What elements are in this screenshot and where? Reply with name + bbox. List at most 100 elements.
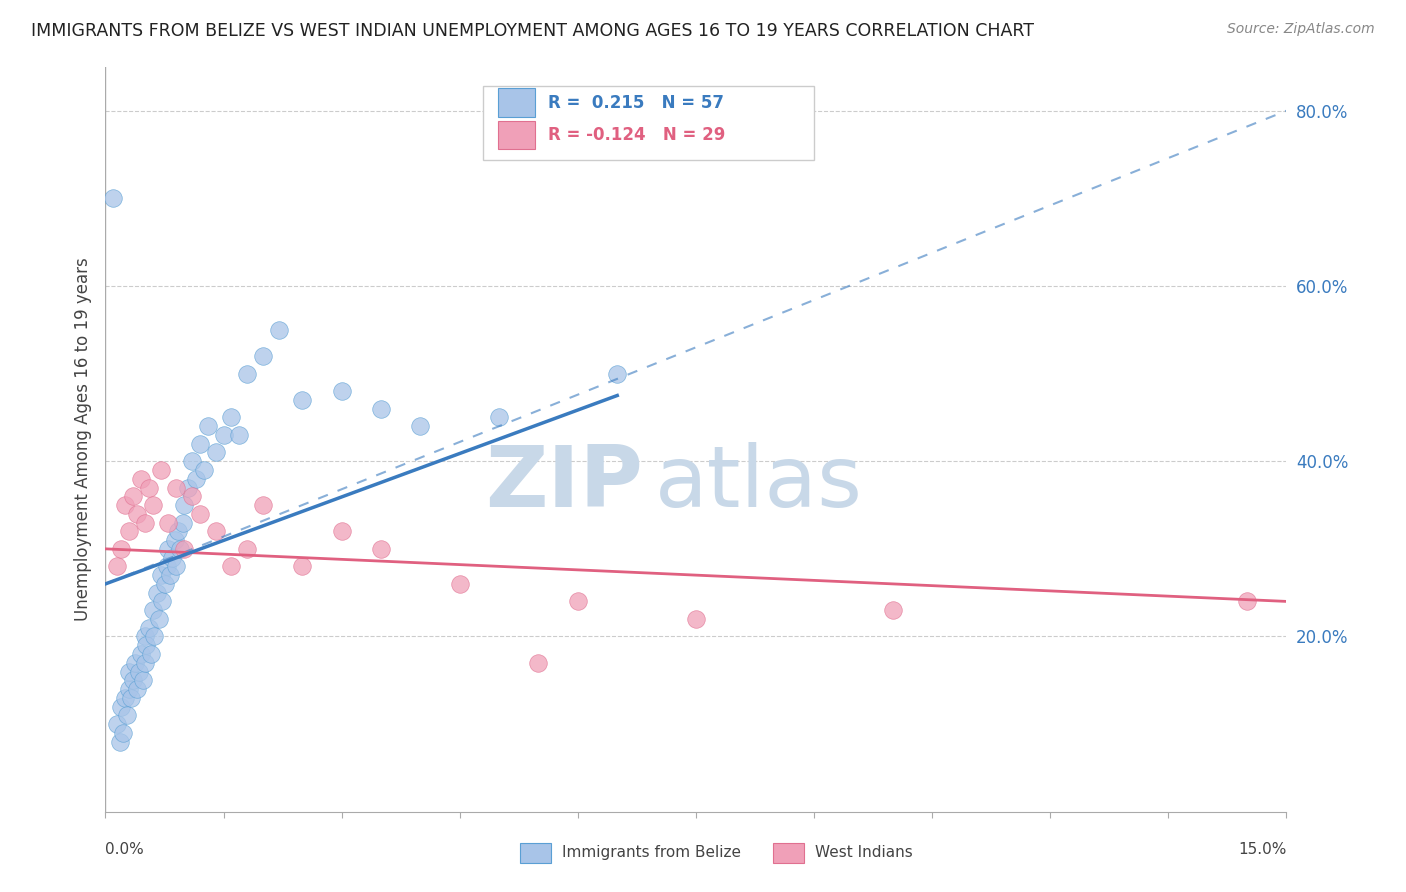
Point <box>142 498 165 512</box>
Text: R =  0.215   N = 57: R = 0.215 N = 57 <box>548 94 724 112</box>
Point <box>291 559 314 574</box>
Point <box>157 541 180 556</box>
Point <box>169 541 191 556</box>
Point <box>188 507 211 521</box>
Point <box>172 516 194 530</box>
Point <box>181 454 204 468</box>
Point <box>184 472 207 486</box>
Text: Immigrants from Belize: Immigrants from Belize <box>562 846 741 860</box>
Point <box>188 436 211 450</box>
Point <box>236 367 259 381</box>
Point <box>134 516 156 530</box>
Point <box>143 630 166 644</box>
Text: ZIP: ZIP <box>485 442 643 525</box>
Point <box>118 681 141 696</box>
Point <box>1236 594 1258 608</box>
Point <box>134 630 156 644</box>
Point <box>221 410 243 425</box>
Point <box>488 410 510 425</box>
Text: West Indians: West Indians <box>815 846 914 860</box>
Point <box>124 656 146 670</box>
Point <box>105 717 128 731</box>
Point <box>122 489 145 503</box>
Point <box>173 541 195 556</box>
Point <box>120 690 142 705</box>
Point <box>157 516 180 530</box>
Y-axis label: Unemployment Among Ages 16 to 19 years: Unemployment Among Ages 16 to 19 years <box>73 258 91 621</box>
Point <box>252 498 274 512</box>
Point <box>606 367 628 381</box>
Point <box>221 559 243 574</box>
Point <box>370 401 392 416</box>
Point <box>145 585 167 599</box>
Point <box>142 603 165 617</box>
Point <box>159 568 181 582</box>
Point <box>149 568 172 582</box>
Point <box>330 384 353 398</box>
Point <box>267 323 290 337</box>
Point <box>122 673 145 688</box>
Point <box>128 665 150 679</box>
Point <box>252 349 274 363</box>
Point <box>685 612 707 626</box>
Point <box>204 445 226 459</box>
Bar <box>498 88 536 117</box>
Point <box>148 612 170 626</box>
Point <box>370 541 392 556</box>
Point <box>149 463 172 477</box>
Text: IMMIGRANTS FROM BELIZE VS WEST INDIAN UNEMPLOYMENT AMONG AGES 16 TO 19 YEARS COR: IMMIGRANTS FROM BELIZE VS WEST INDIAN UN… <box>31 22 1033 40</box>
Point <box>882 603 904 617</box>
Point <box>173 498 195 512</box>
Point <box>150 594 173 608</box>
Point <box>409 419 432 434</box>
Point <box>167 524 190 539</box>
Point <box>163 533 186 547</box>
Point <box>193 463 215 477</box>
Point <box>118 665 141 679</box>
Point <box>110 541 132 556</box>
Point <box>114 690 136 705</box>
Point <box>134 656 156 670</box>
Point <box>177 481 200 495</box>
Point <box>105 559 128 574</box>
Point <box>132 673 155 688</box>
Point <box>138 621 160 635</box>
Point <box>162 550 184 565</box>
Point <box>138 481 160 495</box>
Point <box>236 541 259 556</box>
Point <box>125 507 148 521</box>
Point <box>527 656 550 670</box>
Text: 0.0%: 0.0% <box>105 842 145 857</box>
Point <box>204 524 226 539</box>
Point <box>197 419 219 434</box>
Point <box>291 392 314 407</box>
FancyBboxPatch shape <box>484 86 814 160</box>
Point <box>110 699 132 714</box>
Point <box>108 734 131 748</box>
Point <box>111 726 134 740</box>
Point <box>103 191 125 205</box>
Point <box>165 481 187 495</box>
Point <box>165 559 187 574</box>
Point <box>212 428 235 442</box>
Point <box>153 577 176 591</box>
Point <box>117 708 139 723</box>
Point <box>135 638 157 652</box>
Point <box>118 524 141 539</box>
Point <box>228 428 250 442</box>
Point <box>114 498 136 512</box>
Point <box>330 524 353 539</box>
Text: atlas: atlas <box>655 442 863 525</box>
Text: 15.0%: 15.0% <box>1239 842 1286 857</box>
Point <box>129 647 152 661</box>
Point <box>125 681 148 696</box>
Point <box>129 472 152 486</box>
Point <box>156 559 179 574</box>
Point <box>139 647 162 661</box>
Point <box>181 489 204 503</box>
Text: R = -0.124   N = 29: R = -0.124 N = 29 <box>548 126 725 144</box>
Point <box>449 577 471 591</box>
Point <box>567 594 589 608</box>
Text: Source: ZipAtlas.com: Source: ZipAtlas.com <box>1227 22 1375 37</box>
Bar <box>498 120 536 149</box>
